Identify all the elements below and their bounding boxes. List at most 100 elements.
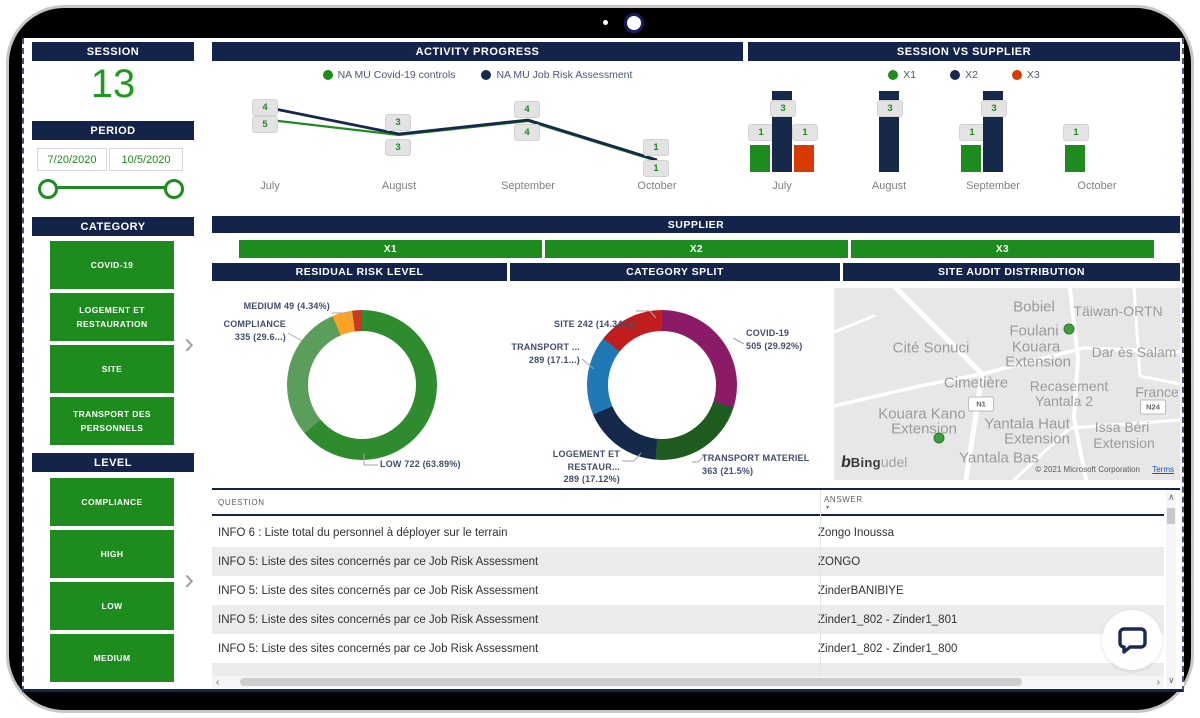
map-place-label: Dar ès Salam [1091,344,1177,360]
legend-label: NA MU Covid-19 controls [337,69,456,81]
level-button-medium[interactable]: MEDIUM [50,634,174,682]
bar-x1-july[interactable] [750,145,770,172]
cell-answer: Zongo Inoussa [818,526,895,539]
session-vs-supplier-bar-chart[interactable]: 1 3 1 July 3 August 1 3 September 1 October [748,86,1180,206]
level-scroll-chevron-icon[interactable]: › [184,563,194,596]
session-value: 13 [90,61,136,106]
legend-label: X2 [965,69,978,81]
data-label: 3 [981,100,1007,117]
period-slider-handle-start[interactable] [38,179,58,199]
data-label: 4 [514,101,540,118]
bar-x1-september[interactable] [961,145,981,172]
table-column-divider [820,490,821,676]
map-place-label: France [1135,384,1179,400]
bar-x3-july[interactable] [794,145,814,172]
category-button-covid-19[interactable]: COVID-19 [50,241,174,289]
column-header-answer[interactable]: ANSWER [824,495,863,504]
legend-item: X1 [888,69,916,81]
bar-x1-october[interactable] [1065,145,1085,172]
table-header-row: QUESTION ANSWER ▼ [212,490,1164,516]
site-audit-header: SITE AUDIT DISTRIBUTION [843,263,1180,281]
period-start-input[interactable]: 7/20/2020 [37,148,107,171]
category-split-donut-panel: COVID-19 505 (29.92%) TRANSPORT MATERIEL 36… [508,281,845,488]
map-place-label: Recasement [1029,378,1109,394]
supplier-button-x3[interactable]: X3 [851,240,1154,258]
map-place-label: Extension [891,420,957,438]
map-place-label: Cité Sonuci [892,339,970,357]
bing-logo: b Bing udel [839,454,908,471]
x-axis-label: September [501,180,555,192]
map-place-label: Yantala Bas [959,449,1039,467]
camera-icon [624,13,644,33]
cell-question: INFO 5: Liste des sites concernés par ce… [218,613,539,626]
cell-answer: ZinderBANIBIYE [818,584,904,597]
category-header: CATEGORY [32,217,194,236]
x-axis-label: July [260,180,280,192]
data-label: 3 [385,139,411,156]
period-slider-handle-end[interactable] [164,179,184,199]
map-place-label: Täiwan-ORTN [1073,303,1163,319]
residual-risk-callout-lines [287,312,378,466]
legend-dot-icon [322,70,333,80]
level-button-high[interactable]: HIGH [50,530,174,578]
period-slider-track[interactable] [47,186,172,189]
column-header-question[interactable]: QUESTION [218,498,265,507]
legend-dot-icon [481,70,492,80]
table-vertical-scrollbar[interactable]: ∧ ∨ [1166,490,1176,688]
donut-hole [608,331,716,439]
cell-answer: Zinder1_802 - Zinder1_801 [818,613,958,626]
level-button-compliance[interactable]: COMPLIANCE [50,478,174,526]
category-scroll-chevron-icon[interactable]: › [184,327,194,360]
horizontal-scroll-thumb[interactable] [240,678,1022,686]
x-axis-label: October [637,180,677,192]
residual-risk-donut-panel: LOW 722 (63.89%) COMPLIANCE 335 (29.6...) M… [212,281,508,488]
map-attribution: © 2021 Microsoft Corporation [1035,465,1140,474]
legend-label: NA MU Job Risk Assessment [496,69,633,81]
site-marker[interactable] [1063,323,1075,335]
category-button-logement-et-restauration[interactable]: LOGEMENT ET RESTAURATION [50,293,174,341]
cell-answer: ZONGO [818,555,861,568]
data-label: 3 [770,100,796,117]
legend-dot-icon [950,70,961,80]
category-split-donut[interactable] [587,310,737,460]
period-header: PERIOD [32,121,194,140]
residual-risk-donut[interactable] [287,310,437,460]
donut-callout-site: SITE 242 (14.34%) [554,319,634,329]
table-row: INFO 5: Liste des sites concernés par ce… [212,547,1164,576]
scroll-right-icon[interactable]: › [1156,677,1160,688]
supplier-button-row: X1 X2 X3 [239,240,1154,258]
data-label: 4 [514,124,540,141]
x-axis-label: October [1077,180,1117,192]
donut-callout-low: LOW 722 (63.89%) [380,459,461,469]
map-terms-link[interactable]: Terms [1152,465,1174,474]
table-row: INFO 5: Liste des sites concernés par ce… [212,605,1164,634]
category-button-transport-des-personnels[interactable]: TRANSPORT DES PERSONNELS [50,397,174,445]
data-label: 3 [385,114,411,131]
map-place-label: Cimetière [943,374,1009,392]
level-button-low[interactable]: LOW [50,582,174,630]
supplier-button-x2[interactable]: X2 [545,240,848,258]
data-label: 3 [877,100,903,117]
chat-widget-button[interactable] [1102,610,1162,670]
category-button-site[interactable]: SITE [50,345,174,393]
cell-answer: Zinder1_802 - Zinder1_800 [818,642,958,655]
cell-question: INFO 5: Liste des sites concernés par ce… [218,642,539,655]
bing-map[interactable]: Bobiel Täiwan-ORTN Foulani Kouara Extension C… [834,288,1180,480]
sort-desc-icon: ▼ [825,505,830,511]
data-label: 1 [792,124,818,141]
scroll-up-icon[interactable]: ∧ [1168,492,1175,502]
activity-progress-line-chart[interactable]: 5 3 4 1 4 3 4 1 July August September October [212,86,743,206]
vertical-scroll-thumb[interactable] [1167,508,1175,524]
table-row: INFO 6 : Liste total du personnel à dépl… [212,518,1164,547]
scroll-left-icon[interactable]: ‹ [216,677,220,688]
period-end-input[interactable]: 10/5/2020 [109,148,183,171]
map-roads [834,288,1180,480]
data-label: 5 [252,116,278,133]
table-horizontal-scrollbar[interactable]: ‹ › [212,676,1164,688]
site-marker[interactable] [933,432,945,444]
supplier-button-x1[interactable]: X1 [239,240,542,258]
map-place-label: Extension [1004,430,1070,448]
scroll-down-icon[interactable]: ∨ [1168,675,1175,685]
legend-item: NA MU Covid-19 controls [322,69,456,81]
